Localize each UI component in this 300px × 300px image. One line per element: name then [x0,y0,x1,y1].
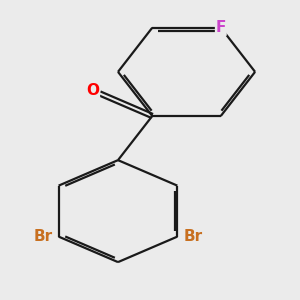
Text: Br: Br [34,229,53,244]
Text: F: F [216,20,226,35]
Text: O: O [86,83,99,98]
Text: Br: Br [183,229,202,244]
